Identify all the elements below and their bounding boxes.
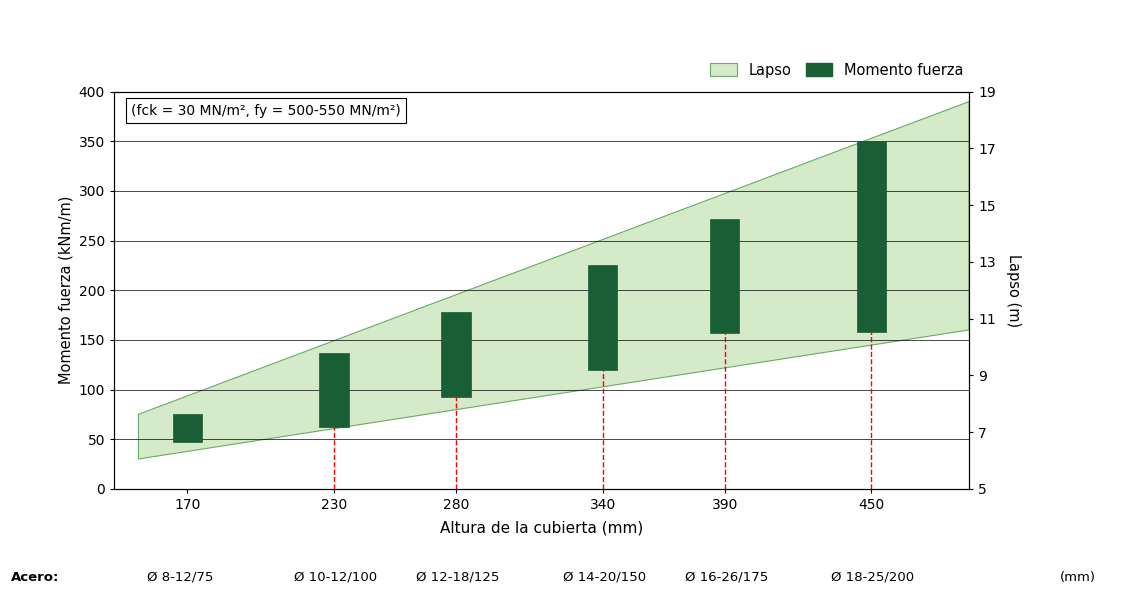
Bar <box>856 141 886 332</box>
Bar <box>172 414 202 442</box>
Text: (fck = 30 MN/m², fy = 500-550 MN/m²): (fck = 30 MN/m², fy = 500-550 MN/m²) <box>131 103 401 117</box>
Legend: Lapso, Momento fuerza: Lapso, Momento fuerza <box>705 57 969 84</box>
Bar <box>588 265 617 370</box>
Bar <box>319 353 349 427</box>
Text: Ø 10-12/100: Ø 10-12/100 <box>294 571 377 584</box>
Polygon shape <box>138 101 969 459</box>
Y-axis label: Momento fuerza (kNm/m): Momento fuerza (kNm/m) <box>58 196 73 384</box>
Text: Ø 16-26/175: Ø 16-26/175 <box>685 571 768 584</box>
Bar <box>441 312 471 397</box>
Text: Ø 18-25/200: Ø 18-25/200 <box>831 571 914 584</box>
Text: Acero:: Acero: <box>11 571 59 584</box>
X-axis label: Altura de la cubierta (mm): Altura de la cubierta (mm) <box>440 520 643 535</box>
Text: Ø 14-20/150: Ø 14-20/150 <box>563 571 645 584</box>
Y-axis label: Lapso (m): Lapso (m) <box>1005 254 1020 327</box>
Text: Ø 8-12/75: Ø 8-12/75 <box>147 571 214 584</box>
Text: Ø 12-18/125: Ø 12-18/125 <box>416 571 499 584</box>
Text: (mm): (mm) <box>1060 571 1097 584</box>
Bar <box>710 219 740 333</box>
